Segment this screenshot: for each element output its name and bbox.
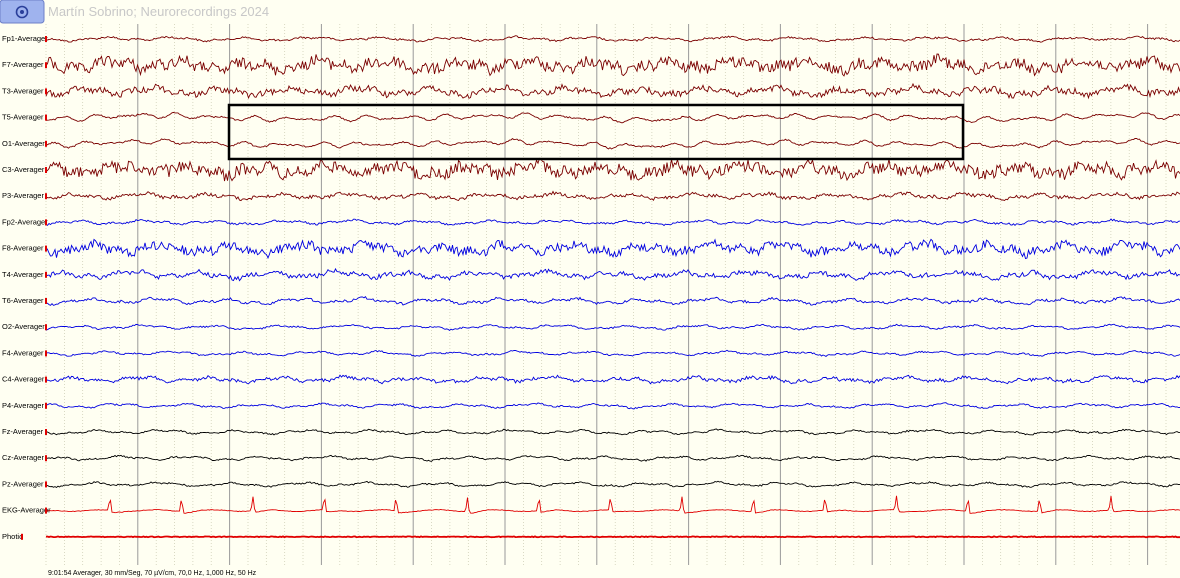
- eeg-trace: [45, 454, 1180, 462]
- channel-marker: [45, 455, 47, 462]
- channel-label: P4-Averager: [2, 401, 44, 410]
- channel-label: F7-Averager: [2, 60, 44, 69]
- channel-marker: [45, 481, 47, 488]
- eeg-trace: [45, 267, 1180, 282]
- watermark: Martín Sobrino; Neurorecordings 2024: [48, 4, 269, 19]
- eeg-trace: [45, 82, 1180, 100]
- channel-marker: [21, 533, 23, 540]
- channel-label: Fz-Averager: [2, 427, 44, 436]
- channel-marker: [45, 324, 47, 331]
- channel-label: Fp1-Averager: [2, 34, 48, 43]
- eeg-trace: [45, 402, 1180, 410]
- channel-label: Pz-Averager: [2, 479, 44, 488]
- channel-label: T4-Averager: [2, 270, 44, 279]
- channel-marker: [45, 402, 47, 409]
- channel-marker: [45, 36, 47, 42]
- channel-label: F8-Averager: [2, 244, 44, 253]
- eeg-trace: [45, 535, 1180, 539]
- eeg-trace: [45, 428, 1180, 436]
- channel-marker: [45, 62, 47, 69]
- channel-label: T3-Averager: [2, 86, 44, 95]
- channel-label: T5-Averager: [2, 113, 44, 122]
- channel-label: EKG-Averager: [2, 506, 51, 515]
- eeg-trace: [45, 296, 1180, 306]
- channel-marker: [45, 298, 47, 304]
- eeg-trace: [45, 35, 1180, 43]
- channel-label: T6-Averager: [2, 296, 44, 305]
- channel-label: Fp2-Averager: [2, 217, 48, 226]
- eeg-trace: [45, 137, 1180, 150]
- eeg-trace: [45, 190, 1180, 202]
- eeg-trace: [45, 111, 1180, 124]
- channel-marker: [45, 114, 47, 121]
- channel-label: Cz-Averager: [2, 453, 44, 462]
- channel-marker: [45, 507, 47, 514]
- eeg-trace: [45, 218, 1180, 227]
- channel-marker: [45, 271, 47, 278]
- channel-marker: [45, 219, 47, 226]
- channel-label: F4-Averager: [2, 348, 44, 357]
- channel-marker: [45, 193, 47, 200]
- channel-marker: [45, 429, 47, 435]
- eeg-trace: [45, 157, 1180, 182]
- channel-marker: [45, 245, 47, 252]
- eeg-trace: [45, 480, 1180, 489]
- eeg-trace: [45, 238, 1180, 260]
- eeg-trace: [45, 323, 1180, 331]
- channel-marker: [45, 376, 47, 383]
- channel-label: C3-Averager: [2, 165, 45, 174]
- channel-marker: [45, 350, 47, 357]
- eeg-trace: [45, 495, 1180, 514]
- channel-label: O2-Averager: [2, 322, 45, 331]
- status-line: 9:01:54 Averager, 30 mm/Seg, 70 µV/cm, 7…: [48, 570, 257, 577]
- highlight-box: [227, 103, 965, 161]
- eeg-trace: [45, 374, 1180, 385]
- traces: [45, 35, 1180, 539]
- channel-marker: [45, 88, 47, 95]
- channel-marker: [45, 140, 47, 147]
- eeg-trace: [45, 349, 1180, 357]
- channel-label: O1-Averager: [2, 139, 45, 148]
- channel-marker: [45, 167, 47, 173]
- button-icon: [15, 5, 29, 19]
- channel-label: C4-Averager: [2, 375, 45, 384]
- channel-label: Photic: [2, 532, 23, 541]
- eeg-trace: [45, 53, 1180, 77]
- button-icon-dot: [20, 10, 24, 14]
- channel-label: P3-Averager: [2, 191, 44, 200]
- channel-labels: Fp1-Averager F7-Averager T3-Averager T5-Ave…: [2, 34, 51, 541]
